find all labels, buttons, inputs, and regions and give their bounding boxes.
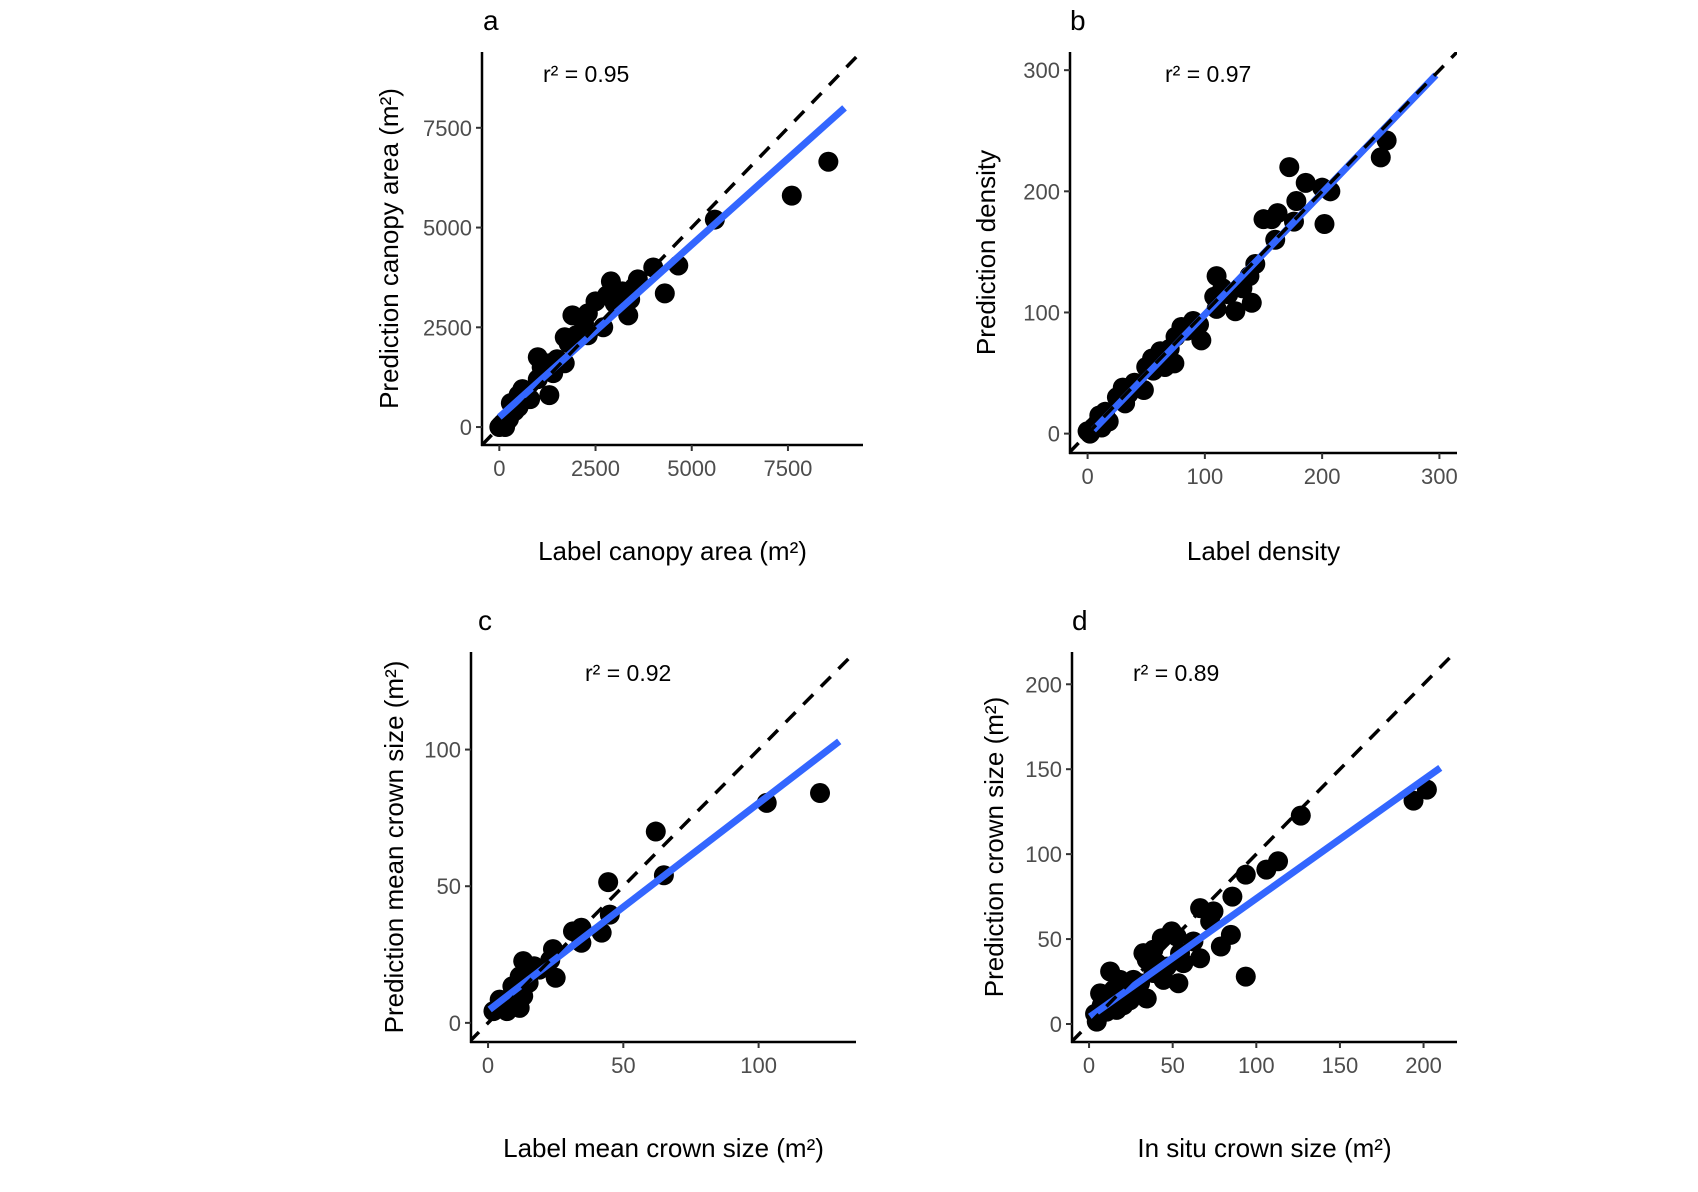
y-tick-label: 5000	[423, 216, 472, 241]
data-point	[513, 951, 534, 972]
data-point	[562, 921, 583, 942]
y-axis-title: Prediction density	[971, 150, 1001, 355]
x-tick-label: 100	[1187, 464, 1224, 489]
r-squared-annotation: r² = 0.95	[543, 61, 629, 87]
r-squared-annotation: r² = 0.97	[1165, 61, 1251, 87]
data-point	[1206, 266, 1227, 287]
y-axis-title: Prediction mean crown size (m²)	[379, 661, 409, 1034]
data-point	[1235, 864, 1256, 885]
y-tick-label: 0	[460, 415, 472, 440]
plot-area	[482, 52, 863, 445]
identity-line	[471, 652, 856, 1042]
x-axis-title: In situ crown size (m²)	[1137, 1133, 1391, 1163]
identity-line	[1070, 52, 1457, 453]
x-tick-label: 150	[1322, 1053, 1359, 1078]
data-point	[1210, 936, 1231, 957]
y-tick-label: 150	[1025, 757, 1062, 782]
panel-d: 0 50 100 150 200 0 50 100 150 200 In situ crown si…	[979, 605, 1457, 1163]
data-point	[645, 821, 666, 842]
y-axis-title: Prediction crown size (m²)	[979, 697, 1009, 998]
panel-b: 0 100 200 300 0 100 200 300 Label density Predict…	[971, 5, 1458, 566]
panel-a: 0 2500 5000 7500 0 2500 5000 7500 Label canopy a…	[374, 5, 863, 566]
x-tick-label: 50	[611, 1053, 635, 1078]
data-point	[545, 967, 566, 988]
data-point	[562, 305, 583, 326]
x-axis-title: Label mean crown size (m²)	[503, 1133, 824, 1163]
data-point	[1100, 961, 1121, 982]
y-tick-label: 2500	[423, 315, 472, 340]
x-tick-label: 200	[1304, 464, 1341, 489]
x-axis-title: Label density	[1187, 536, 1340, 566]
y-tick-label: 0	[449, 1011, 461, 1036]
data-point	[554, 327, 575, 348]
data-point	[1403, 790, 1424, 811]
data-point	[1290, 805, 1311, 826]
y-tick-label: 7500	[423, 116, 472, 141]
data-point	[810, 783, 831, 804]
x-tick-label: 2500	[571, 456, 620, 481]
panel-label: c	[478, 605, 492, 636]
data-point	[539, 385, 560, 406]
plot-area	[471, 652, 856, 1042]
identity-line	[1072, 652, 1457, 1042]
y-tick-label: 100	[1023, 300, 1060, 325]
regression-line	[496, 105, 847, 420]
x-tick-label: 0	[1081, 464, 1093, 489]
x-tick-label: 5000	[667, 456, 716, 481]
r-squared-annotation: r² = 0.92	[585, 660, 671, 686]
x-tick-label: 200	[1405, 1053, 1442, 1078]
data-point	[1241, 292, 1262, 313]
panel-c: 0 50 100 0 50 100 Label mean crown size (m²) Pr…	[379, 605, 856, 1163]
data-point	[818, 151, 839, 172]
x-tick-label: 100	[1238, 1053, 1275, 1078]
data-point	[1286, 191, 1307, 212]
y-tick-label: 100	[1025, 842, 1062, 867]
x-tick-label: 7500	[763, 456, 812, 481]
y-axis-title: Prediction canopy area (m²)	[374, 88, 404, 409]
panel-label: b	[1070, 5, 1086, 36]
data-point	[781, 185, 802, 206]
regression-line	[1088, 764, 1443, 1020]
x-tick-label: 300	[1421, 464, 1458, 489]
data-point	[1235, 966, 1256, 987]
y-tick-label: 50	[1038, 927, 1062, 952]
y-tick-label: 200	[1023, 179, 1060, 204]
data-point	[1256, 859, 1277, 880]
data-point	[1279, 157, 1300, 178]
data-point	[527, 347, 548, 368]
x-tick-label: 0	[482, 1053, 494, 1078]
data-point	[1143, 939, 1164, 960]
data-point	[1295, 172, 1316, 193]
y-tick-label: 50	[437, 874, 461, 899]
data-point	[654, 283, 675, 304]
y-tick-label: 0	[1050, 1012, 1062, 1037]
y-tick-label: 100	[424, 738, 461, 763]
data-point	[1191, 330, 1212, 351]
data-point	[1222, 886, 1243, 907]
x-axis-title: Label canopy area (m²)	[538, 536, 807, 566]
data-point	[1370, 147, 1391, 168]
data-point	[1314, 214, 1335, 235]
panel-label: d	[1072, 605, 1088, 636]
x-tick-label: 100	[740, 1053, 777, 1078]
x-tick-label: 0	[1083, 1053, 1095, 1078]
data-point	[1225, 301, 1246, 322]
x-tick-label: 50	[1160, 1053, 1184, 1078]
x-tick-label: 0	[493, 456, 505, 481]
panel-label: a	[483, 5, 499, 36]
identity-line	[482, 52, 863, 445]
data-point	[1190, 948, 1211, 969]
plot-area	[1072, 652, 1457, 1042]
data-point	[1253, 209, 1274, 230]
data-point	[1190, 898, 1211, 919]
y-tick-label: 300	[1023, 58, 1060, 83]
y-tick-label: 0	[1048, 422, 1060, 447]
data-point	[1168, 973, 1189, 994]
r-squared-annotation: r² = 0.89	[1133, 660, 1219, 686]
data-point	[598, 872, 619, 893]
plot-area	[1070, 52, 1457, 453]
y-tick-label: 200	[1025, 672, 1062, 697]
